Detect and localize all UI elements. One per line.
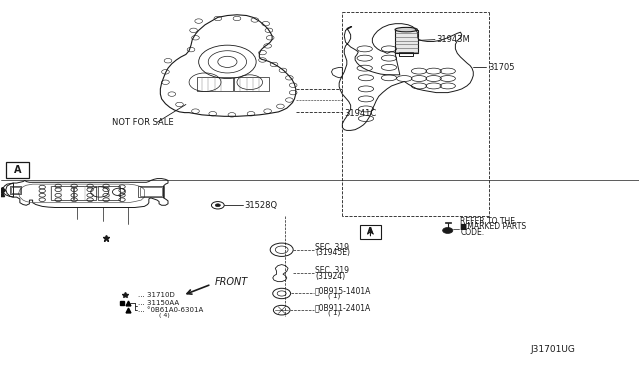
Text: ( 1): ( 1): [328, 310, 340, 316]
Bar: [197, 77, 232, 92]
Text: ⓖ0B915-1401A: ⓖ0B915-1401A: [315, 286, 371, 295]
Bar: [11, 187, 20, 193]
Text: FRONT: FRONT: [214, 278, 248, 287]
Bar: [360, 225, 381, 238]
Bar: [399, 52, 413, 55]
Text: A: A: [13, 165, 21, 175]
Text: 31528Q: 31528Q: [244, 201, 278, 210]
Bar: [10, 186, 21, 194]
Ellipse shape: [395, 28, 417, 32]
Text: 31705: 31705: [488, 63, 515, 72]
Text: SEC. 319: SEC. 319: [315, 243, 349, 251]
Text: SEC. 319: SEC. 319: [315, 266, 349, 275]
Bar: [396, 30, 418, 52]
Bar: [234, 77, 269, 92]
Text: J31701UG: J31701UG: [531, 344, 575, 353]
Text: 31943M: 31943M: [436, 35, 470, 44]
Circle shape: [443, 228, 453, 234]
Bar: [98, 186, 120, 200]
Text: ( 4): ( 4): [159, 313, 170, 318]
Text: ■MARKED PARTS: ■MARKED PARTS: [461, 222, 527, 231]
Bar: [445, 222, 451, 223]
Text: ... 31150AA: ... 31150AA: [138, 300, 179, 306]
Text: CODE.: CODE.: [461, 228, 484, 237]
Bar: [74, 186, 97, 200]
Text: (31924): (31924): [315, 272, 345, 280]
Text: (31945E): (31945E): [315, 248, 350, 257]
Text: A: A: [367, 227, 374, 236]
Text: REFER TO THE: REFER TO THE: [461, 217, 515, 226]
Bar: [51, 186, 73, 200]
Text: ... 31710D: ... 31710D: [138, 292, 175, 298]
Text: ⓙ0B911-2401A: ⓙ0B911-2401A: [315, 303, 371, 312]
Bar: [138, 186, 164, 197]
Bar: [140, 187, 162, 196]
Text: ... °0B61A0-6301A: ... °0B61A0-6301A: [138, 307, 204, 313]
Bar: [6, 161, 29, 178]
Circle shape: [215, 204, 220, 207]
Text: 31941C: 31941C: [344, 109, 376, 118]
Text: NOT FOR SALE: NOT FOR SALE: [113, 119, 174, 128]
Text: ( 1): ( 1): [328, 293, 340, 299]
